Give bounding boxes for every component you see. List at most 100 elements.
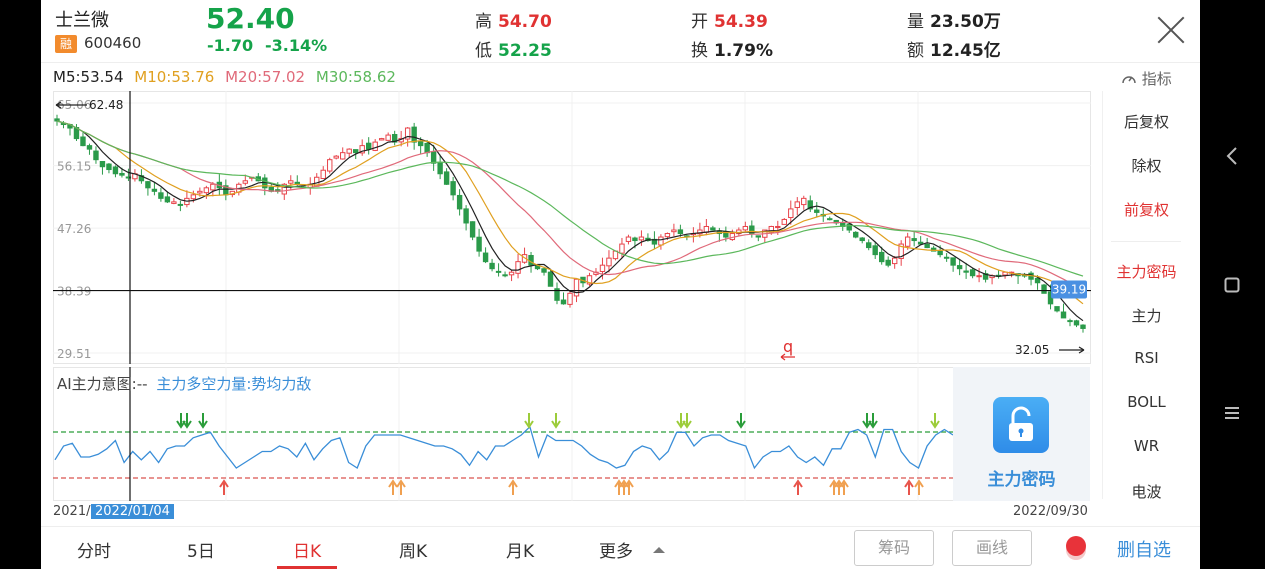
- candle-body: [54, 118, 60, 122]
- candle-body: [190, 194, 197, 200]
- candle-body: [346, 148, 352, 154]
- down-arrow-icon: [682, 413, 692, 429]
- main-force-line: [54, 425, 953, 470]
- back-chevron-icon[interactable]: [1225, 146, 1239, 166]
- stat-low: 低 52.25: [475, 41, 552, 61]
- candle-body: [1034, 277, 1041, 284]
- lock-label: 主力密码: [987, 470, 1056, 490]
- main-password-lock-panel[interactable]: 主力密码: [953, 367, 1090, 501]
- candle-body: [749, 225, 755, 235]
- max-price-label: 62.48: [89, 98, 123, 112]
- candle-body: [664, 233, 671, 238]
- down-arrow-icon: [930, 413, 940, 429]
- candle-body: [378, 138, 385, 141]
- candle-body: [853, 231, 859, 238]
- candle-body: [340, 152, 346, 160]
- candle-body: [320, 169, 326, 180]
- candle-body: [781, 218, 787, 225]
- candle-body: [671, 229, 677, 233]
- side-item-boll[interactable]: BOLL: [1127, 393, 1166, 411]
- draw-line-button[interactable]: 画线: [952, 530, 1032, 566]
- sub-indicator-chart[interactable]: [53, 367, 953, 501]
- candle-body: [125, 176, 132, 179]
- candle-body: [619, 243, 625, 254]
- candle-body: [508, 271, 515, 276]
- candle-body: [1080, 324, 1086, 329]
- side-panel: 后复权 除权 前复权 主力密码 主力 RSI BOLL WR 电波: [1102, 91, 1190, 499]
- side-item-wave[interactable]: 电波: [1131, 483, 1162, 499]
- candle-body: [586, 275, 593, 285]
- candle-body: [151, 188, 158, 192]
- tab-5day[interactable]: 5日: [187, 542, 215, 562]
- side-item-wr[interactable]: WR: [1133, 437, 1160, 455]
- min-price-label: 32.05: [1015, 343, 1049, 357]
- header-divider: [41, 62, 1200, 63]
- candle-body: [417, 140, 424, 147]
- home-square-icon[interactable]: [1224, 277, 1240, 293]
- tab-intraday[interactable]: 分时: [77, 542, 111, 562]
- candle-body: [794, 201, 800, 208]
- remove-watchlist-button[interactable]: 删自选: [1117, 540, 1171, 561]
- candle-body: [385, 134, 391, 141]
- up-arrow-icon: [219, 479, 229, 495]
- indicator-button[interactable]: 指标: [1121, 68, 1172, 89]
- candle-body: [450, 181, 456, 196]
- record-dot-icon[interactable]: [1066, 536, 1086, 556]
- x-axis-start-label: 2021/1: [53, 504, 99, 519]
- side-item-back-adjusted[interactable]: 后复权: [1123, 113, 1169, 131]
- tab-daily-k[interactable]: 日K: [293, 542, 322, 562]
- margin-badge: 融: [55, 35, 77, 53]
- side-item-main-password[interactable]: 主力密码: [1116, 263, 1177, 281]
- up-arrow-icon: [904, 479, 914, 495]
- candle-body: [1054, 306, 1060, 312]
- candlestick-chart[interactable]: 65.0656.1547.2638.3929.5139.1962.4832.05…: [53, 91, 1091, 364]
- candle-body: [573, 278, 580, 297]
- up-arrow-icon: [388, 479, 398, 495]
- candle-body: [476, 236, 482, 252]
- min-arrow-icon: [1059, 346, 1085, 354]
- candle-body: [950, 257, 956, 266]
- candle-body: [599, 264, 606, 272]
- ma5-line: [56, 120, 1084, 322]
- candle-body: [554, 288, 560, 301]
- candle-body: [658, 236, 664, 246]
- side-item-forward-adjusted[interactable]: 前复权: [1123, 201, 1169, 219]
- candle-body: [502, 274, 508, 277]
- side-item-main-force[interactable]: 主力: [1131, 307, 1162, 325]
- candle-body: [976, 275, 982, 278]
- tab-monthly-k[interactable]: 月K: [506, 542, 535, 562]
- stat-amount: 额 12.45亿: [907, 41, 1001, 61]
- candle-body: [391, 134, 398, 143]
- candle-body: [171, 201, 177, 204]
- candle-body: [482, 252, 489, 263]
- tab-more[interactable]: 更多: [599, 537, 666, 562]
- candle-body: [164, 196, 171, 203]
- candle-body: [281, 183, 287, 195]
- y-tick-label: 56.15: [57, 160, 91, 174]
- chips-button[interactable]: 筹码: [854, 530, 934, 566]
- candle-body: [872, 245, 878, 256]
- menu-lines-icon[interactable]: [1224, 405, 1240, 421]
- stat-open: 开 54.39: [691, 12, 768, 32]
- tab-weekly-k[interactable]: 周K: [399, 542, 428, 562]
- side-item-rsi[interactable]: RSI: [1134, 349, 1159, 367]
- side-item-ex-rights[interactable]: 除权: [1131, 157, 1162, 175]
- candle-body: [541, 268, 547, 273]
- candle-body: [404, 127, 411, 140]
- candle-body: [203, 187, 210, 194]
- candle-body: [365, 142, 372, 150]
- candle-body: [567, 292, 573, 305]
- candle-body: [827, 218, 833, 221]
- x-axis-end-label: 2022/09/30: [1013, 504, 1088, 519]
- current-price: 52.40: [206, 2, 295, 35]
- caret-up-icon: [653, 547, 666, 553]
- candle-body: [177, 203, 184, 206]
- down-arrow-icon: [736, 413, 746, 429]
- candle-body: [742, 225, 749, 231]
- close-icon[interactable]: [1155, 14, 1187, 46]
- y-tick-label: 29.51: [57, 347, 91, 361]
- candle-body: [937, 250, 943, 256]
- up-arrow-icon: [624, 479, 634, 495]
- candle-body: [242, 180, 249, 184]
- candle-body: [430, 151, 437, 164]
